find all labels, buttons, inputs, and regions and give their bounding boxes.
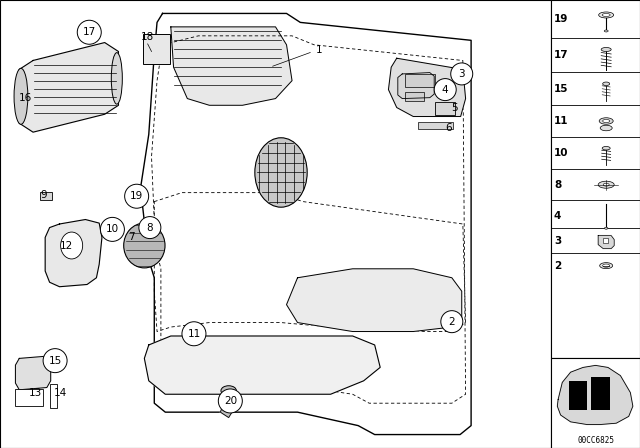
Polygon shape [557,366,633,425]
Ellipse shape [603,183,609,186]
Ellipse shape [600,263,612,269]
Bar [435,102,454,115]
Text: 3: 3 [458,69,465,79]
Polygon shape [145,336,380,394]
Ellipse shape [603,82,610,86]
Text: 4: 4 [442,85,449,95]
Circle shape [434,78,456,101]
Circle shape [100,217,124,241]
Ellipse shape [603,120,610,123]
Ellipse shape [221,386,236,396]
Ellipse shape [14,68,28,124]
Text: 12: 12 [60,241,73,250]
Bar [603,237,608,242]
Text: 6: 6 [445,123,452,133]
Circle shape [441,310,463,333]
Text: 14: 14 [54,388,67,398]
Text: 00CC6825: 00CC6825 [577,436,614,445]
Text: 19: 19 [554,14,568,24]
Text: 13: 13 [29,388,42,398]
Bar [143,34,170,64]
Ellipse shape [255,138,307,207]
Bar [405,92,424,101]
Bar [569,381,588,409]
Text: 17: 17 [554,51,568,60]
Text: 2: 2 [449,317,455,327]
Polygon shape [598,236,614,249]
Text: 11: 11 [554,116,568,126]
Ellipse shape [124,223,165,268]
Text: 15: 15 [49,356,61,366]
Ellipse shape [598,12,614,18]
Polygon shape [171,27,292,105]
Text: 2: 2 [554,261,561,271]
Polygon shape [398,73,434,99]
Bar [15,389,43,406]
Ellipse shape [61,232,83,259]
Text: 8: 8 [147,223,153,233]
Bar [591,377,610,409]
Text: 20: 20 [224,396,237,406]
Bar [418,122,454,129]
Circle shape [125,184,148,208]
Ellipse shape [602,13,610,17]
Bar [0,0,551,448]
Text: 10: 10 [554,148,568,158]
Ellipse shape [600,125,612,131]
Text: 17: 17 [83,27,96,37]
Circle shape [77,20,101,44]
Text: 16: 16 [19,93,32,103]
Polygon shape [220,395,232,418]
Bar [40,192,52,200]
Bar [49,384,58,408]
Text: 10: 10 [106,224,119,234]
Polygon shape [15,356,51,390]
Text: 19: 19 [130,191,143,201]
Text: 15: 15 [554,84,568,94]
Text: 18: 18 [141,32,154,42]
Circle shape [451,63,473,85]
Ellipse shape [602,146,610,150]
Ellipse shape [604,227,608,229]
Polygon shape [287,269,461,332]
Bar [551,358,640,448]
Bar [405,74,435,87]
Circle shape [139,216,161,239]
Ellipse shape [111,52,122,104]
Ellipse shape [604,30,608,32]
Text: 5: 5 [451,103,458,112]
Text: 9: 9 [41,190,47,200]
Text: 3: 3 [554,236,561,246]
Ellipse shape [601,47,611,52]
Polygon shape [388,58,465,116]
Text: 4: 4 [554,211,561,221]
Circle shape [43,349,67,373]
Text: 1: 1 [316,45,323,55]
Polygon shape [45,220,102,287]
Ellipse shape [599,118,613,124]
Ellipse shape [598,181,614,188]
Polygon shape [141,13,471,435]
Ellipse shape [603,264,610,267]
Text: 11: 11 [188,329,200,339]
Polygon shape [19,43,118,132]
Circle shape [218,389,243,413]
Bar [551,0,640,358]
Circle shape [182,322,206,346]
Text: 7: 7 [128,232,134,241]
Text: 8: 8 [554,180,561,190]
